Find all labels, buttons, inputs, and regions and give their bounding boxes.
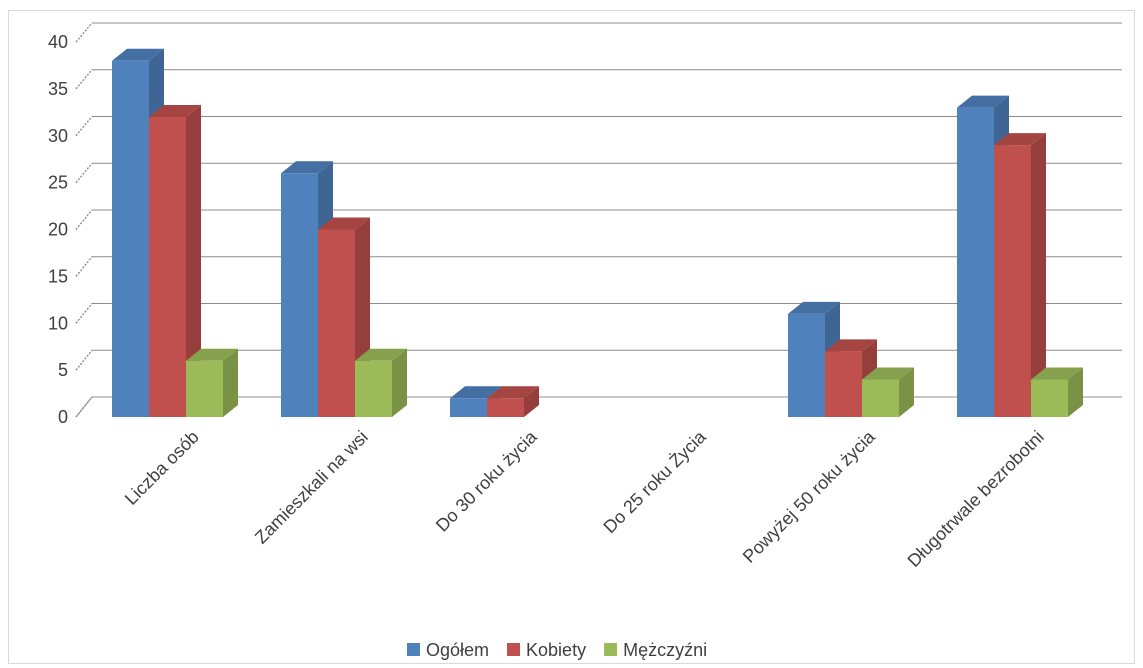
bar-top xyxy=(149,105,201,117)
bar-front xyxy=(994,145,1031,417)
bar-side xyxy=(899,367,914,417)
y-tick-mark xyxy=(75,162,93,184)
bar-front xyxy=(281,173,318,417)
legend-swatch xyxy=(407,643,420,656)
bar-front xyxy=(825,351,862,417)
legend-swatch xyxy=(604,643,618,656)
y-tick-mark xyxy=(75,116,93,137)
bar-side xyxy=(186,105,201,417)
bar-side xyxy=(1031,133,1046,417)
y-tick-label: 20 xyxy=(48,220,68,240)
legend-item: Kobiety xyxy=(507,640,586,660)
bar-front xyxy=(186,360,223,417)
bar-front xyxy=(1031,379,1068,417)
bar-top xyxy=(994,133,1046,146)
bar-top xyxy=(450,386,502,399)
y-tick-mark xyxy=(75,22,93,43)
y-tick-label: 5 xyxy=(58,360,68,380)
y-tick-label: 40 xyxy=(48,32,68,52)
legend-label: Mężczyźni xyxy=(623,640,707,660)
legend-swatch xyxy=(507,643,521,656)
y-tick-label: 35 xyxy=(48,79,68,99)
bar-side xyxy=(392,348,407,417)
bar-front xyxy=(355,360,392,417)
y-tick-label: 0 xyxy=(58,407,68,427)
bar-6-3 xyxy=(1031,367,1083,417)
bar-side xyxy=(1068,367,1083,417)
bar-front xyxy=(862,379,899,417)
bar-side xyxy=(524,386,539,417)
legend-label: Ogółem xyxy=(426,640,489,660)
bar-front xyxy=(957,107,994,417)
bar-2-3 xyxy=(355,348,407,417)
floor-edge xyxy=(75,396,93,418)
legend: Ogółem Kobiety Mężczyźni xyxy=(407,640,707,660)
y-tick-label: 25 xyxy=(48,173,68,193)
bar-front xyxy=(450,398,487,417)
legend-item: Mężczyźni xyxy=(604,640,707,660)
y-tick-label: 15 xyxy=(48,266,68,286)
y-tick-label: 30 xyxy=(48,126,68,146)
y-axis: 0 5 10 15 20 25 30 35 40 xyxy=(48,22,93,427)
bar-front xyxy=(149,117,186,417)
bar-top xyxy=(862,367,914,380)
bar-1-2 xyxy=(149,105,201,417)
y-tick-mark xyxy=(75,349,93,371)
bar-3-2 xyxy=(487,386,539,417)
category-label: Zamieszkali na wsi xyxy=(251,427,372,548)
bar-top xyxy=(186,348,238,361)
bar-side xyxy=(223,348,238,417)
gridlines xyxy=(92,22,1122,398)
bar-top xyxy=(355,348,407,361)
category-label: Do 30 roku życia xyxy=(432,426,542,536)
category-label: Powyżej 50 roku życia xyxy=(739,426,880,567)
bar-top xyxy=(112,48,164,61)
bar-front xyxy=(112,60,149,417)
bar-front xyxy=(487,398,524,417)
x-axis-labels: Liczba osób Zamieszkali na wsi Do 30 roku … xyxy=(121,426,1048,571)
legend-item: Ogółem xyxy=(407,640,489,660)
bar-top xyxy=(1031,367,1083,380)
bar-top xyxy=(957,95,1009,108)
bar-front xyxy=(788,313,825,417)
y-tick-mark xyxy=(75,256,93,277)
y-tick-mark xyxy=(75,69,93,90)
category-label: Liczba osób xyxy=(121,427,203,509)
y-tick-label: 10 xyxy=(48,313,68,333)
bar-top xyxy=(318,217,370,230)
y-tick-mark xyxy=(75,209,93,230)
chart-frame xyxy=(8,10,1135,664)
bar-6-2 xyxy=(994,133,1046,417)
bar-1-3 xyxy=(186,348,238,417)
bar-top xyxy=(281,161,333,174)
bars xyxy=(112,48,1083,417)
bar-top xyxy=(487,386,539,399)
bar-5-3 xyxy=(862,367,914,417)
y-tick-mark xyxy=(75,303,93,324)
bar-front xyxy=(318,229,355,417)
category-label: Długotrwale bezrobotni xyxy=(904,427,1048,571)
bar-top xyxy=(825,339,877,352)
bar-top xyxy=(788,301,840,314)
legend-label: Kobiety xyxy=(526,640,586,660)
category-label: Do 25 roku Życia xyxy=(599,426,710,537)
